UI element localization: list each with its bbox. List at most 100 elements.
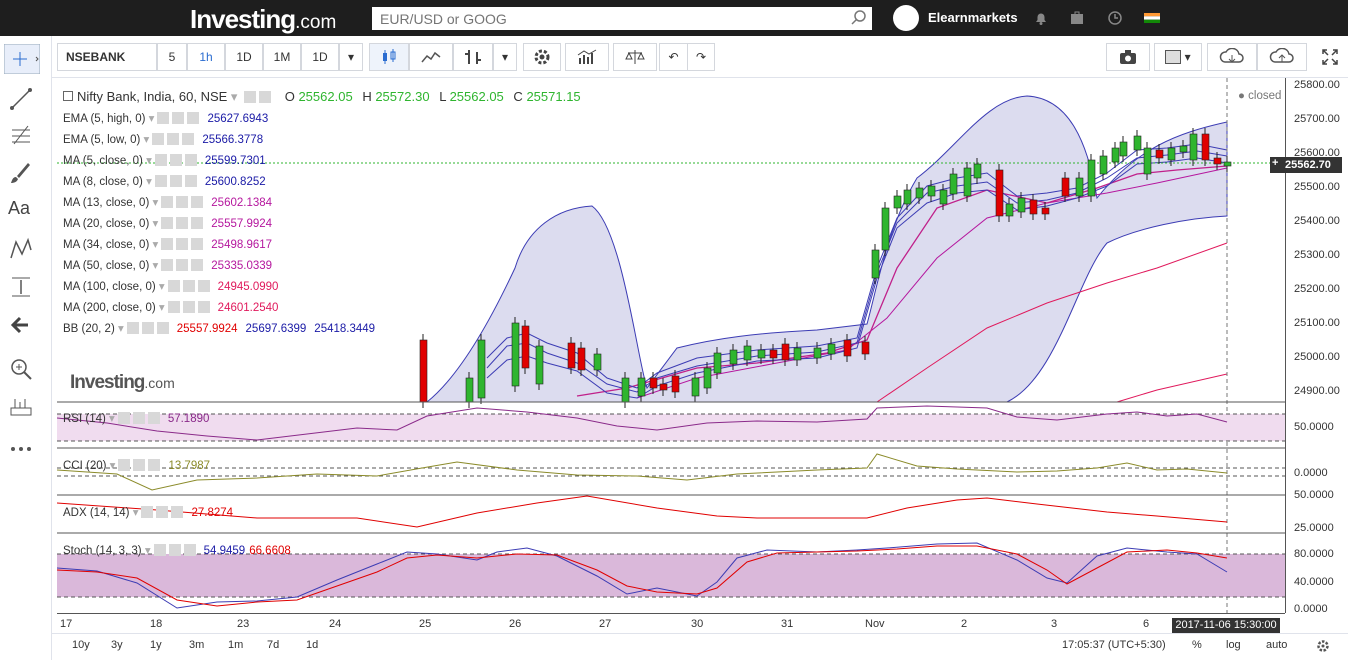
stoch-band-fill bbox=[57, 554, 1285, 597]
adx-line bbox=[57, 495, 1228, 528]
price-axis-label: 24900.00 bbox=[1294, 385, 1340, 397]
candle bbox=[1005, 203, 1014, 217]
range-button[interactable]: 3m bbox=[189, 639, 205, 651]
investing-logo[interactable]: Investing.com bbox=[190, 4, 337, 34]
gear-icon[interactable] bbox=[523, 43, 561, 71]
india-flag-icon[interactable] bbox=[1144, 10, 1160, 26]
search-input[interactable] bbox=[372, 7, 872, 30]
redo-icon[interactable]: ↷ bbox=[687, 43, 715, 71]
candle bbox=[1061, 177, 1070, 197]
time-axis[interactable]: 17 18 23 24 25 26 27 30 31 Nov 2 3 6 bbox=[57, 613, 1285, 633]
time-axis-label: 18 bbox=[150, 618, 163, 630]
zoom-in-icon[interactable] bbox=[8, 356, 34, 382]
range-button[interactable]: 1m bbox=[228, 639, 244, 651]
symbol-input[interactable]: NSEBANK bbox=[57, 43, 157, 71]
cci-axis-label: 0.0000 bbox=[1294, 467, 1328, 479]
bars-icon[interactable] bbox=[453, 43, 493, 71]
candle bbox=[1087, 159, 1096, 197]
compare-icon[interactable] bbox=[613, 43, 657, 71]
back-arrow-icon[interactable] bbox=[8, 312, 34, 338]
search-icon[interactable] bbox=[850, 9, 868, 27]
layout-icon[interactable]: ▾ bbox=[1154, 43, 1202, 71]
last-price-tag: 25562.70 bbox=[1270, 157, 1342, 173]
settings-icon[interactable] bbox=[1316, 639, 1330, 653]
range-button[interactable]: 10y bbox=[72, 639, 90, 651]
candle bbox=[843, 339, 852, 357]
undo-icon[interactable]: ↶ bbox=[659, 43, 687, 71]
candle bbox=[713, 352, 722, 374]
candle bbox=[593, 353, 602, 371]
candle bbox=[963, 167, 972, 197]
pattern-icon[interactable] bbox=[8, 236, 34, 262]
time-axis-label: 24 bbox=[329, 618, 342, 630]
candle bbox=[1041, 207, 1050, 215]
adx-axis-label: 50.0000 bbox=[1294, 489, 1334, 501]
candle bbox=[1213, 157, 1222, 165]
bell-icon[interactable] bbox=[1033, 10, 1049, 26]
rsi-axis-label: 50.0000 bbox=[1294, 421, 1334, 433]
area-chart-icon[interactable] bbox=[409, 43, 453, 71]
avatar[interactable] bbox=[893, 5, 919, 31]
cci-line bbox=[57, 453, 1228, 491]
candle bbox=[973, 163, 982, 179]
interval-1m[interactable]: 1M bbox=[263, 43, 301, 71]
chevron-down-icon[interactable]: ▾ bbox=[339, 43, 363, 71]
auto-toggle[interactable]: auto bbox=[1266, 639, 1288, 651]
trendline-icon[interactable] bbox=[8, 86, 34, 112]
ruler-icon[interactable] bbox=[8, 394, 34, 420]
indicators-icon[interactable] bbox=[565, 43, 609, 71]
range-button[interactable]: 1d bbox=[306, 639, 319, 651]
interval-1h[interactable]: 1h bbox=[187, 43, 225, 71]
chevron-down-icon[interactable]: ▾ bbox=[493, 43, 517, 71]
measure-icon[interactable] bbox=[8, 274, 34, 300]
collapse-icon[interactable] bbox=[63, 91, 73, 101]
fullscreen-icon[interactable] bbox=[1315, 43, 1345, 71]
log-toggle[interactable]: log bbox=[1226, 639, 1241, 651]
candle bbox=[521, 325, 530, 369]
more-tools-icon[interactable] bbox=[8, 436, 34, 462]
market-status: ● closed bbox=[1238, 90, 1282, 102]
indicator-legend: MA (5, close, 0) ▾ 25599.7301 bbox=[63, 154, 266, 167]
time-axis-label: 23 bbox=[237, 618, 250, 630]
brush-icon[interactable] bbox=[8, 160, 34, 186]
candles-icon[interactable] bbox=[369, 43, 409, 71]
range-button[interactable]: 3y bbox=[111, 639, 123, 651]
price-axis[interactable]: 25800.00 25700.00 25600.00 25500.00 25400.00… bbox=[1285, 78, 1348, 615]
ma-line bbox=[1116, 373, 1228, 403]
fib-retracement-icon[interactable] bbox=[8, 122, 34, 148]
price-axis-label: 25800.00 bbox=[1294, 79, 1340, 91]
ma-line bbox=[636, 167, 1228, 399]
candle bbox=[729, 349, 738, 365]
plus-icon[interactable]: + bbox=[1272, 157, 1279, 169]
cloud-upload-icon[interactable] bbox=[1257, 43, 1307, 71]
cloud-download-icon[interactable] bbox=[1207, 43, 1257, 71]
bb-legend: BB (20, 2) ▾ 25557.9924 25697.6399 25418.34… bbox=[63, 322, 376, 335]
portfolio-icon[interactable] bbox=[1069, 10, 1085, 26]
camera-icon[interactable] bbox=[1106, 43, 1150, 71]
indicator-legend: MA (8, close, 0) ▾ 25600.8252 bbox=[63, 175, 266, 188]
indicator-legend: EMA (5, high, 0) ▾ 25627.6943 bbox=[63, 112, 269, 125]
candle bbox=[1155, 149, 1164, 159]
time-axis-label: 3 bbox=[1051, 618, 1058, 630]
interval-5[interactable]: 5 bbox=[157, 43, 187, 71]
candle bbox=[903, 189, 912, 205]
username[interactable]: Elearnmarkets bbox=[928, 10, 1018, 25]
adx-legend: ADX (14, 14) ▾ 27.8274 bbox=[63, 506, 234, 519]
crosshair-icon[interactable] bbox=[4, 44, 40, 74]
range-button[interactable]: 1y bbox=[150, 639, 162, 651]
text-tool-icon[interactable]: Aa bbox=[8, 198, 31, 218]
indicator-legend: MA (50, close, 0) ▾ 25335.0339 bbox=[63, 259, 273, 272]
price-chart[interactable] bbox=[57, 78, 1285, 613]
candle bbox=[995, 169, 1004, 217]
range-button[interactable]: 7d bbox=[267, 639, 280, 651]
candle bbox=[659, 383, 668, 391]
candle bbox=[1111, 147, 1120, 163]
clock-icon[interactable] bbox=[1107, 10, 1123, 26]
candle bbox=[813, 347, 822, 359]
interval-dropdown[interactable]: 1D bbox=[301, 43, 339, 71]
percent-toggle[interactable]: % bbox=[1192, 639, 1202, 651]
rsi-band-fill bbox=[57, 414, 1285, 441]
interval-1d[interactable]: 1D bbox=[225, 43, 263, 71]
time-axis-label: 30 bbox=[691, 618, 704, 630]
candle bbox=[1099, 155, 1108, 175]
